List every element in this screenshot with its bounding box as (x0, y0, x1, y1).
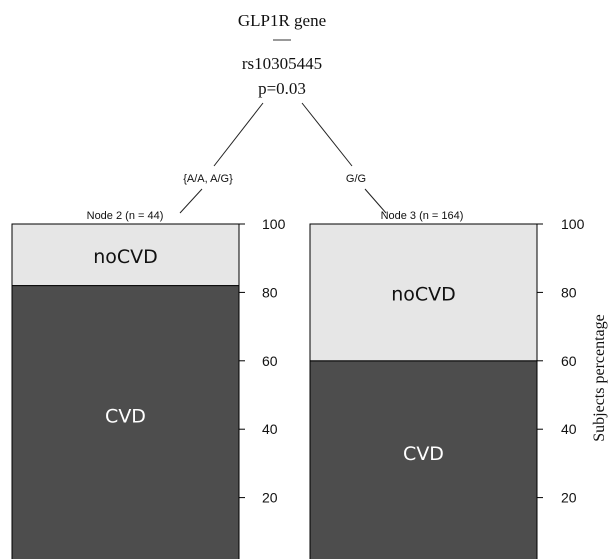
bar-label-cvd-node-2: CVD (105, 405, 146, 427)
y-tick-label: 60 (262, 353, 278, 369)
y-tick-label: 60 (561, 353, 577, 369)
y-tick-label: 100 (262, 216, 286, 232)
y-tick-label: 100 (561, 216, 585, 232)
bar-label-nocvd-node-3: noCVD (391, 283, 456, 305)
y-tick-label: 20 (561, 490, 577, 506)
right-branch-line-lower (364, 188, 387, 214)
bar-label-nocvd-node-2: noCVD (93, 246, 158, 268)
split-snp-label: rs10305445 (242, 54, 322, 73)
y-tick-label: 20 (262, 490, 278, 506)
bar-segment-cvd-node-3 (309, 360, 538, 559)
y-tick-label: 80 (262, 284, 278, 300)
bars-group: CVD noCVD CVD noCVD (11, 223, 538, 559)
bar-label-cvd-node-3: CVD (403, 443, 444, 465)
left-branch-line-lower (179, 188, 203, 214)
left-branch-label: {A/A, A/G} (183, 173, 233, 185)
bar-outline-node-2 (11, 223, 240, 559)
split-gene-label: GLP1R gene (238, 11, 326, 30)
bar-outline-node-3 (309, 223, 538, 559)
right-branch-line-upper (301, 102, 353, 167)
y-tick-label: 40 (262, 421, 278, 437)
node-3-title: Node 3 (n = 164) (381, 210, 464, 222)
bar-segment-nocvd-node-3 (309, 223, 538, 362)
axes-group: 020406080100020406080100 (239, 216, 585, 559)
bar-segment-nocvd-node-2 (11, 223, 240, 287)
y-axis-label: Subjects percentage (591, 314, 608, 442)
left-branch-line-upper (213, 102, 264, 167)
right-branch-label: G/G (346, 173, 366, 185)
y-tick-label: 40 (561, 421, 577, 437)
y-tick-label: 80 (561, 284, 577, 300)
split-pvalue-label: p=0.03 (258, 79, 306, 98)
node-2-title: Node 2 (n = 44) (87, 210, 164, 222)
